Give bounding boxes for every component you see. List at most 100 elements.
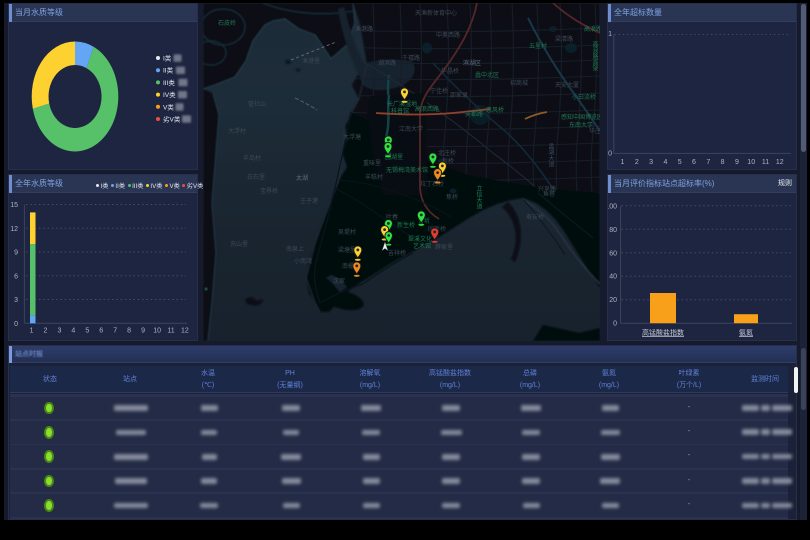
svg-text:1: 1 [608,31,612,38]
svg-text:80: 80 [609,227,617,234]
svg-text:蠡中北区: 蠡中北区 [475,71,499,79]
svg-text:蠡湖大道: 蠡湖大道 [547,142,554,168]
svg-text:劣V类: 劣V类 [163,115,181,124]
svg-text:6: 6 [99,327,103,334]
svg-text:高锰酸盐指数: 高锰酸盐指数 [642,328,684,337]
svg-text:1: 1 [30,327,34,334]
svg-text:艺术馆: 艺术馆 [413,242,431,250]
svg-text:3: 3 [57,327,61,334]
svg-text:渔港里: 渔港里 [302,57,320,65]
svg-text:感知中国博览园: 感知中国博览园 [561,113,600,121]
svg-text:板桥: 板桥 [442,157,454,165]
svg-text:小曰流桥: 小曰流桥 [572,93,596,101]
svg-text:0: 0 [14,321,18,328]
svg-text:焦桥: 焦桥 [446,193,458,201]
svg-text:2: 2 [635,159,639,166]
svg-text:半岛村: 半岛村 [243,154,261,162]
svg-text:科普馆: 科普馆 [391,107,409,115]
svg-text:寿安桥: 寿安桥 [526,213,544,221]
svg-text:白石里: 白石里 [247,173,265,181]
svg-text:2: 2 [44,327,48,334]
svg-text:华庄街道: 华庄街道 [589,127,600,135]
svg-text:高浪路: 高浪路 [584,25,600,33]
svg-text:0: 0 [613,321,617,328]
svg-text:五里村: 五里村 [529,42,547,50]
svg-text:6: 6 [692,159,696,166]
svg-text:南栅桥: 南栅桥 [342,262,360,270]
svg-text:7: 7 [113,327,117,334]
svg-text:太湖: 太湖 [296,174,308,182]
svg-text:千禧路: 千禧路 [402,54,420,62]
svg-text:12: 12 [776,159,784,166]
svg-text:宝界桥: 宝界桥 [260,187,278,195]
svg-text:滨湖区: 滨湖区 [463,59,481,67]
svg-text:3: 3 [649,159,653,166]
svg-text:招商城: 招商城 [510,79,528,87]
svg-text:5: 5 [85,327,89,334]
svg-text:青圻: 青圻 [418,217,430,225]
svg-text:8: 8 [127,327,131,334]
svg-text:6: 6 [14,273,18,280]
svg-text:壬子港: 壬子港 [300,197,318,205]
svg-text:垃丁石桥: 垃丁石桥 [420,180,444,188]
svg-text:重味里: 重味里 [363,159,381,167]
svg-text:长广溪湿地: 长广溪湿地 [387,100,417,108]
svg-text:0: 0 [608,151,612,158]
svg-text:3: 3 [14,297,18,304]
svg-text:薛家里: 薛家里 [435,243,453,251]
svg-text:15: 15 [10,202,18,209]
svg-text:4: 4 [663,159,667,166]
svg-text:沈家: 沈家 [333,277,345,285]
svg-text:40: 40 [609,274,617,281]
svg-text:大浮塘: 大浮塘 [343,133,361,141]
svg-text:5: 5 [678,159,682,166]
svg-text:华晶桥: 华晶桥 [441,67,459,75]
svg-text:9: 9 [14,250,18,257]
svg-text:高浪西路: 高浪西路 [415,105,439,113]
svg-text:天渔新体育中心: 天渔新体育中心 [415,9,457,17]
svg-text:梁清路: 梁清路 [555,35,573,43]
svg-text:小南湾: 小南湾 [294,257,312,265]
svg-text:II类: II类 [163,66,174,75]
svg-text:高浪路高架: 高浪路高架 [591,40,598,72]
svg-text:无锡梅湾美术馆: 无锡梅湾美术馆 [386,166,428,174]
svg-text:邵家录: 邵家录 [450,91,468,99]
svg-text:东南大学: 东南大学 [569,121,593,129]
svg-text:1: 1 [621,159,625,166]
svg-text:兴吴路: 兴吴路 [538,185,556,193]
svg-text:石皮岭: 石皮岭 [218,19,236,27]
svg-text:吴堤村: 吴堤村 [338,228,356,236]
svg-text:20: 20 [609,297,617,304]
svg-text:叶春: 叶春 [386,213,398,221]
svg-text:IV类: IV类 [163,90,176,99]
svg-text:南泉上: 南泉上 [286,245,304,253]
svg-text:新生桥: 新生桥 [397,221,415,229]
svg-text:园湖里: 园湖里 [385,153,403,161]
svg-text:V类: V类 [163,102,174,111]
svg-text:9: 9 [735,159,739,166]
svg-text:羊糕村: 羊糕村 [365,173,383,181]
svg-text:I类: I类 [163,54,172,63]
svg-text:10: 10 [747,159,755,166]
svg-text:中奥西路: 中奥西路 [436,31,460,39]
svg-text:江南大学: 江南大学 [399,125,423,133]
svg-text:7: 7 [706,159,710,166]
svg-text:9: 9 [141,327,145,334]
svg-text:湖滨路: 湖滨路 [378,59,396,67]
svg-text:惠风桥: 惠风桥 [486,106,504,114]
svg-text:12: 12 [10,226,18,233]
svg-text:天安大厦: 天安大厦 [555,81,579,89]
svg-text:III类: III类 [163,78,175,87]
svg-text:梁塘里: 梁塘里 [338,246,356,254]
svg-text:10: 10 [153,327,161,334]
svg-text:北庄桥: 北庄桥 [438,149,456,157]
svg-text:60: 60 [609,250,617,257]
svg-text:宁佳桥: 宁佳桥 [430,87,448,95]
svg-text:吉祥桥: 吉祥桥 [388,249,406,257]
svg-text:4: 4 [71,327,75,334]
svg-text:吴都路: 吴都路 [465,110,483,118]
svg-text:翠溪文化: 翠溪文化 [408,235,432,243]
svg-text:11: 11 [167,327,174,334]
svg-text:氨氮: 氨氮 [739,328,753,337]
svg-text:8: 8 [721,159,725,166]
